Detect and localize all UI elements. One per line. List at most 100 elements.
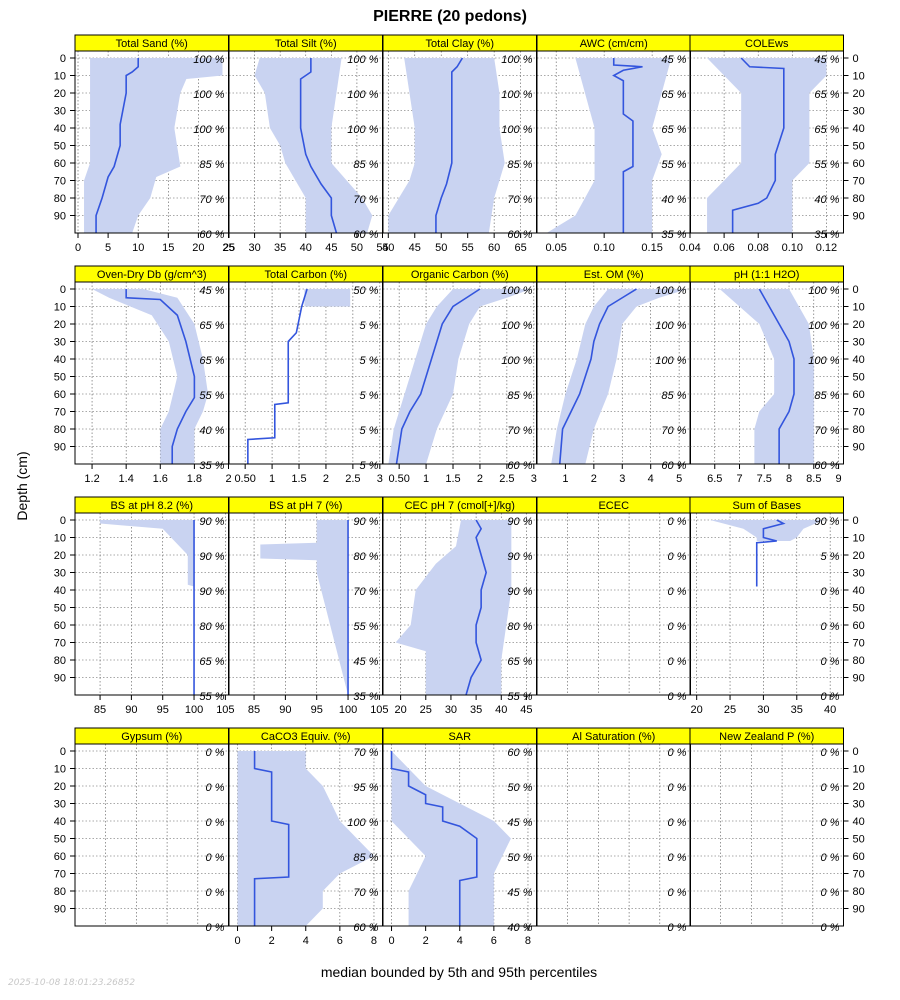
median-line (95, 58, 140, 233)
data-label: 0 % (668, 551, 687, 563)
panel-caco3-equiv: CaCO3 Equiv. (%)70 %95 %100 %85 %70 %60 … (228, 727, 383, 947)
data-label: 0 % (668, 656, 687, 668)
data-label: 0 % (668, 621, 687, 633)
data-label: 0 % (668, 516, 687, 528)
data-label: 60 % (507, 460, 532, 472)
median-line (758, 288, 795, 464)
data-label: 90 % (814, 516, 839, 528)
y-tick-label: 70 (853, 407, 865, 419)
data-label: 55 % (353, 621, 378, 633)
x-tick-label: 5 (105, 242, 111, 254)
y-tick-label: 40 (853, 123, 865, 135)
x-tick-label: 40 (495, 704, 507, 716)
x-tick-label: 1.8 (187, 473, 202, 485)
percentile-band (237, 751, 374, 926)
data-label: 100 % (193, 124, 224, 136)
data-label: 90 % (199, 586, 224, 598)
x-tick-label: 0.10 (782, 242, 803, 254)
panel-sar: SAR 60 % 50 % 45 % 50 % 45 % 40 % 0 2 4 6 8 (382, 727, 537, 947)
y-tick-label: 60 (54, 389, 66, 401)
data-label: 85 % (661, 390, 686, 402)
median-line (247, 288, 308, 464)
data-label: 55 % (661, 159, 686, 171)
data-label: 65 % (507, 656, 532, 668)
y-tick-label: 60 (54, 851, 66, 863)
data-label: 55 % (199, 691, 224, 703)
data-label: 35 % (661, 229, 686, 241)
x-tick-label: 0 (234, 935, 240, 947)
data-label: 100 % (808, 355, 839, 367)
panel-bs-at-ph-8-2: BS at pH 8.2 (%) 90 % 90 % 90 % 80 % 65 % 55 %… (54, 496, 235, 716)
data-label: 100 % (501, 89, 532, 101)
y-tick-label: 20 (54, 319, 66, 331)
data-label: 50 % (353, 285, 378, 297)
x-tick-label: 50 (435, 242, 447, 254)
data-label: 60 % (353, 922, 378, 934)
y-tick-label: 70 (853, 176, 865, 188)
y-tick-label: 10 (853, 71, 865, 83)
data-label: 0 % (206, 817, 225, 829)
y-tick-label: 0 (853, 515, 859, 527)
x-tick-label: 1 (269, 473, 275, 485)
panel-strip-label: Al Saturation (%) (572, 731, 655, 743)
x-tick-label: 90 (125, 704, 137, 716)
y-tick-label: 20 (853, 781, 865, 793)
x-axis-label: median bounded by 5th and 95th percentil… (321, 964, 597, 980)
data-label: 95 % (353, 782, 378, 794)
y-tick-label: 20 (54, 550, 66, 562)
data-label: 0 % (821, 852, 840, 864)
x-tick-label: 1.5 (291, 473, 306, 485)
percentile-band (84, 58, 223, 233)
median-line (253, 751, 290, 926)
x-tick-label: 95 (157, 704, 169, 716)
panel-al-saturation: Al Saturation (%) 0 % 0 % 0 % 0 % 0 % 0 % (536, 727, 691, 934)
y-tick-label: 40 (54, 354, 66, 366)
x-tick-label: 9 (835, 473, 841, 485)
x-tick-label: 2 (591, 473, 597, 485)
data-label: 100 % (501, 355, 532, 367)
y-tick-label: 70 (853, 869, 865, 881)
data-label: 5 % (360, 425, 379, 437)
y-tick-label: 10 (853, 533, 865, 545)
x-tick-label: 0.06 (713, 242, 734, 254)
data-label: 5 % (360, 320, 379, 332)
data-label: 90 % (507, 516, 532, 528)
panel-strip-label: Est. OM (%) (584, 269, 644, 281)
y-tick-label: 90 (54, 211, 66, 223)
y-tick-label: 60 (54, 620, 66, 632)
data-label: 70 % (814, 425, 839, 437)
panel-frame (689, 281, 844, 465)
data-label: 0 % (206, 782, 225, 794)
data-label: 70 % (353, 887, 378, 899)
panel-ph-1-1-h2o: pH (1:1 H2O) 100 % 100 % 100 % 85 % 70 % 60 % 6… (689, 265, 865, 485)
y-tick-label: 90 (853, 904, 865, 916)
y-tick-label: 70 (853, 638, 865, 650)
x-tick-label: 30 (445, 704, 457, 716)
data-label: 100 % (808, 285, 839, 297)
percentile-band (254, 58, 373, 233)
percentile-band (388, 289, 532, 464)
x-tick-label: 1 (562, 473, 568, 485)
x-tick-label: 3 (531, 473, 537, 485)
panel-organic-carbon: Organic Carbon (%) 100 % 100 % 100 % 85 % 70 … (382, 265, 537, 485)
data-label: 65 % (199, 656, 224, 668)
data-label: 5 % (360, 460, 379, 472)
x-tick-label: 25 (223, 242, 235, 254)
panel-strip-label: ECEC (598, 500, 629, 512)
x-tick-label: 0.50 (388, 473, 409, 485)
chart-title: PIERRE (20 pedons) (373, 8, 527, 25)
data-label: 70 % (353, 586, 378, 598)
x-tick-label: 2 (269, 935, 275, 947)
panel-strip-label: COLEws (745, 38, 789, 50)
data-label: 0 % (206, 852, 225, 864)
data-label: 0 % (821, 887, 840, 899)
panel-oven-dry-db-g-cm-3: Oven-Dry Db (g/cm^3) 45 % 65 % 65 % 55 % 40 %… (54, 265, 232, 485)
panel-strip-label: BS at pH 7 (%) (269, 500, 342, 512)
panel-strip-label: Total Silt (%) (275, 38, 337, 50)
data-label: 65 % (199, 355, 224, 367)
data-label: 70 % (507, 425, 532, 437)
y-tick-label: 70 (54, 869, 66, 881)
x-tick-label: 35 (470, 704, 482, 716)
x-tick-label: 85 (94, 704, 106, 716)
data-label: 85 % (353, 852, 378, 864)
